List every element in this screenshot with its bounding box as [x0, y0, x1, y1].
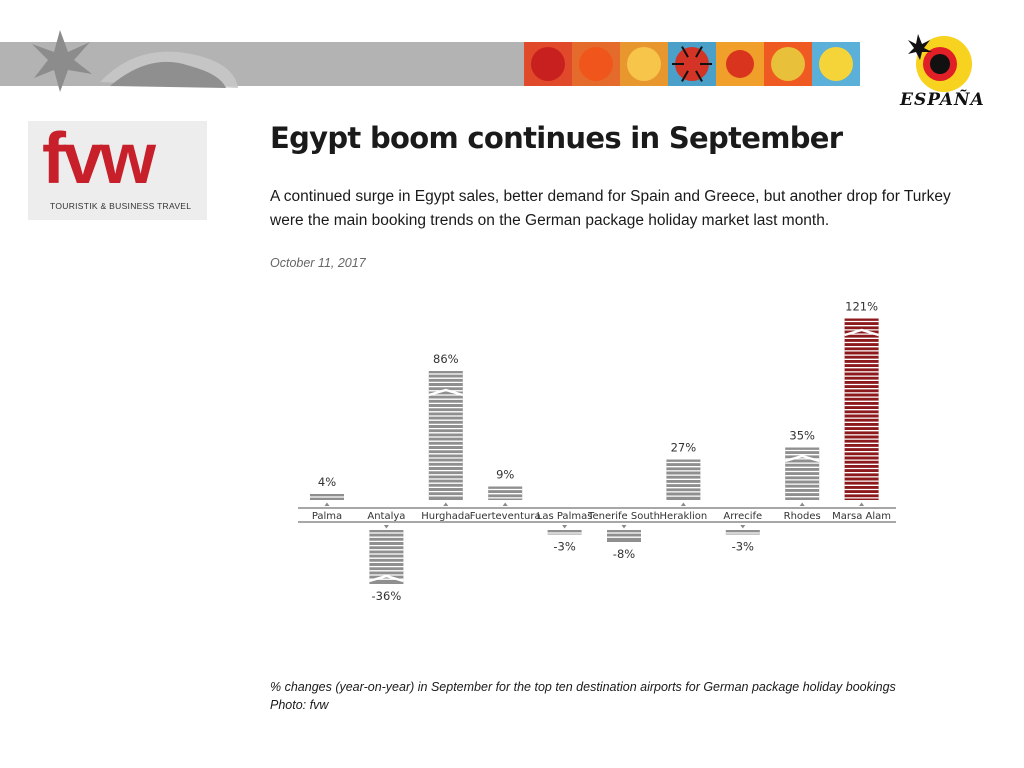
- fvw-logo[interactable]: fvw TOURISTIK & BUSINESS TRAVEL: [28, 121, 207, 220]
- category-label-palma: Palma: [312, 511, 342, 522]
- bar-group-marsa-alam: Marsa Alam 121%: [832, 300, 891, 522]
- value-label-fuerteventura: 9%: [496, 468, 514, 482]
- article-lede: A continued surge in Egypt sales, better…: [270, 188, 951, 229]
- bar-group-antalya: Antalya -36%: [367, 511, 405, 603]
- bug-tile: [668, 42, 716, 86]
- category-label-las-palmas: Las Palmas: [537, 511, 593, 522]
- axis-tick-arrow: [443, 502, 449, 506]
- value-label-rhodes: 35%: [789, 429, 815, 443]
- axis-tick-arrow: [740, 525, 746, 529]
- category-label-rhodes: Rhodes: [784, 511, 821, 522]
- fvw-wordmark: fvw: [42, 119, 156, 199]
- value-label-tenerife-south: -8%: [613, 547, 635, 561]
- espana-sun-icon: [908, 34, 972, 92]
- bar-group-fuerteventura: Fuerteventura 9%: [470, 468, 541, 523]
- category-label-fuerteventura: Fuerteventura: [470, 511, 541, 522]
- category-label-antalya: Antalya: [367, 511, 405, 522]
- category-label-arrecife: Arrecife: [723, 511, 762, 522]
- axis-tick-arrow: [799, 502, 805, 506]
- prior-marker: [784, 454, 820, 463]
- axis-tick-arrow: [324, 502, 330, 506]
- espana-sun-logo: ESPAÑA: [896, 30, 986, 116]
- prior-marker: [369, 574, 404, 583]
- prior-marker: [844, 328, 879, 337]
- axis-tick-arrow: [621, 525, 627, 529]
- axis-tick-arrow: [562, 525, 568, 529]
- bar-tenerife-south: [607, 530, 641, 542]
- bookings-bar-chart: Palma 4% Antalya -36% Hurghada 86% Fuerteventu…: [298, 300, 896, 603]
- chart-caption: % changes (year-on-year) in September fo…: [270, 678, 910, 714]
- sun-tile-4: [764, 42, 812, 86]
- sun-tile-1: [524, 42, 572, 86]
- category-label-marsa-alam: Marsa Alam: [832, 511, 891, 522]
- axis-tick-arrow: [383, 525, 389, 529]
- prior-marker: [428, 388, 464, 397]
- value-label-arrecife: -3%: [732, 540, 754, 554]
- bar-arrecife: [725, 530, 760, 535]
- shapes-tile: [716, 42, 764, 86]
- article-headline: Egypt boom continues in September: [270, 121, 843, 155]
- bar-group-rhodes: Rhodes 35%: [784, 429, 821, 523]
- sun-tiles: [524, 42, 860, 86]
- caption-text: % changes (year-on-year) in September fo…: [270, 680, 896, 694]
- bar-group-heraklion: Heraklion 27%: [660, 441, 708, 523]
- category-label-hurghada: Hurghada: [421, 511, 470, 522]
- value-label-las-palmas: -3%: [553, 540, 575, 554]
- axis-tick-arrow: [680, 502, 686, 506]
- value-label-palma: 4%: [318, 475, 336, 489]
- axis-tick-arrow: [859, 502, 865, 506]
- value-label-hurghada: 86%: [433, 352, 459, 366]
- article-date: October 11, 2017: [270, 256, 366, 270]
- value-label-marsa-alam: 121%: [845, 300, 878, 314]
- axis-tick-arrow: [502, 502, 508, 506]
- bar-group-arrecife: Arrecife -3%: [723, 511, 762, 554]
- sun-tile-2: [572, 42, 620, 86]
- fvw-tagline: TOURISTIK & BUSINESS TRAVEL: [50, 201, 192, 211]
- value-label-antalya: -36%: [372, 589, 402, 603]
- bar-group-palma: Palma 4%: [310, 475, 344, 522]
- bar-group-las-palmas: Las Palmas -3%: [537, 511, 593, 554]
- category-label-tenerife-south: Tenerife South: [587, 511, 660, 522]
- value-label-heraklion: 27%: [671, 441, 697, 455]
- bar-las-palmas: [547, 530, 582, 535]
- bar-group-tenerife-south: Tenerife South -8%: [587, 511, 660, 561]
- bar-group-hurghada: Hurghada 86%: [421, 352, 470, 522]
- sun-tile-5: [812, 42, 860, 86]
- star-sun-decoration: [32, 30, 238, 92]
- category-label-heraklion: Heraklion: [660, 511, 708, 522]
- espana-text: ESPAÑA: [900, 90, 985, 110]
- sun-tile-3: [620, 42, 668, 86]
- photo-credit: Photo: fvw: [270, 698, 329, 712]
